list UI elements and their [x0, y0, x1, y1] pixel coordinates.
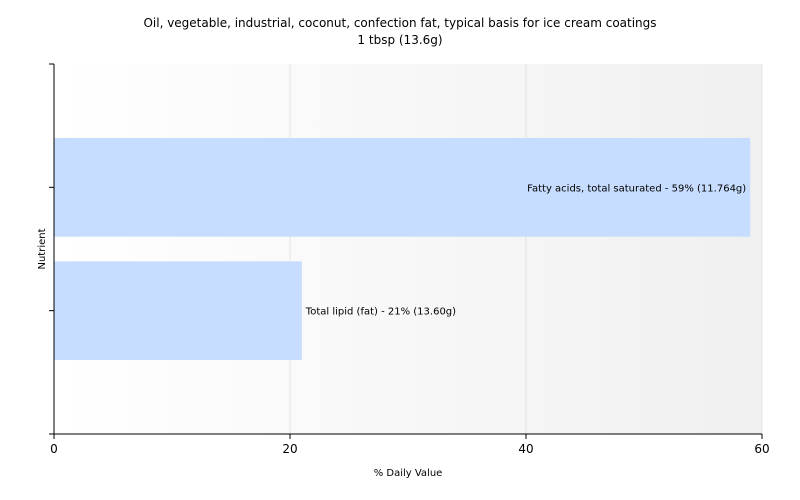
y-axis-label: Nutrient [37, 228, 48, 269]
gridlines [289, 64, 763, 434]
x-tick-label: 40 [518, 442, 533, 456]
bar [54, 138, 751, 237]
x-tick-label: 60 [754, 442, 769, 456]
bar-data-label: Fatty acids, total saturated - 59% (11.7… [527, 183, 746, 194]
bars [54, 138, 751, 360]
x-tick-label: 20 [282, 442, 297, 456]
data-labels: Fatty acids, total saturated - 59% (11.7… [305, 183, 746, 317]
chart-subtitle: 1 tbsp (13.6g) [357, 33, 442, 47]
bar [54, 261, 302, 360]
x-axis-label: % Daily Value [374, 468, 443, 479]
bar-data-label: Total lipid (fat) - 21% (13.60g) [305, 307, 456, 318]
chart-title: Oil, vegetable, industrial, coconut, con… [143, 16, 656, 30]
plot-area [54, 64, 762, 434]
x-tick-label: 0 [50, 442, 58, 456]
axes: 0 20 40 60 [49, 63, 770, 456]
